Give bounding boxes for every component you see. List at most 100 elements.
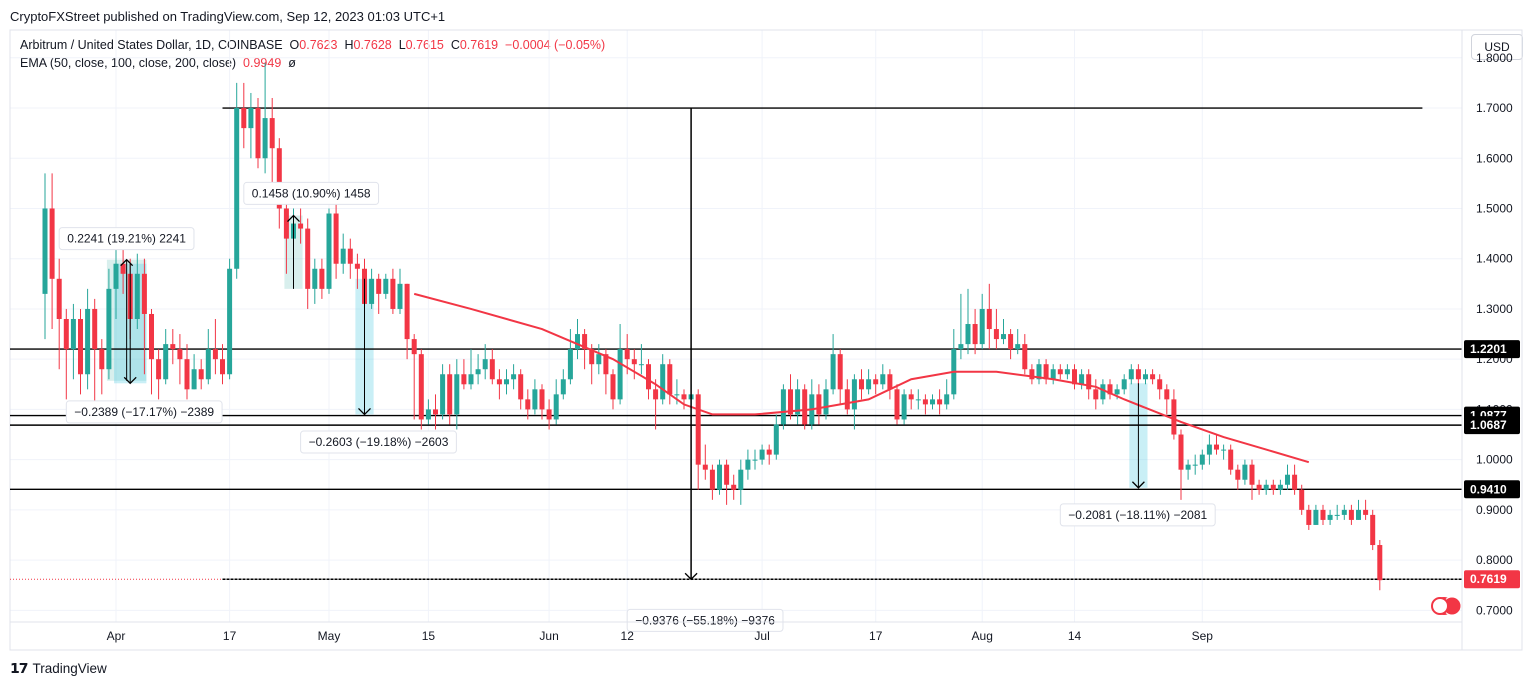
candle-body [425, 409, 431, 420]
candle-body [92, 308, 98, 350]
candle-body [1093, 389, 1099, 400]
level-label-box [1464, 570, 1520, 589]
candle-body [212, 349, 218, 360]
ohlc-high-label: H [344, 38, 354, 52]
candle-body [567, 349, 573, 380]
candle-body [582, 334, 588, 350]
candle-body [795, 389, 801, 415]
candle-body [553, 394, 559, 420]
candle-body [646, 364, 651, 390]
ohlc-open: 0.7623 [299, 38, 338, 52]
candle-body [1135, 369, 1141, 380]
candle-body [1370, 514, 1376, 546]
candle-body [1199, 454, 1205, 465]
candle-body [298, 223, 304, 229]
candle-body [447, 374, 453, 415]
candle-body [1249, 464, 1255, 485]
candle-body [1164, 389, 1170, 400]
candle-body [63, 318, 69, 350]
candle-body [667, 364, 673, 395]
candle-body [475, 369, 481, 375]
candle-body [915, 399, 921, 401]
tradingview-brand[interactable]: 𝟭𝟳 TradingView [10, 660, 107, 677]
candle-body [1256, 484, 1262, 490]
candle-body [418, 354, 424, 420]
candle-body [532, 389, 538, 410]
candle-body [511, 374, 517, 380]
candle-body [1242, 464, 1248, 480]
level-label-box [1464, 340, 1520, 359]
ema-label: EMA (50, close, 100, close, 200, close) [20, 56, 237, 70]
candle-body [283, 208, 289, 239]
candle-body [390, 278, 396, 309]
ohlc-open-label: O [289, 38, 300, 52]
candle-body [1299, 489, 1305, 510]
candle-body [305, 228, 311, 289]
candle-body [958, 344, 964, 350]
candle-body [894, 389, 900, 420]
price-axis[interactable]: 0.70000.80000.90001.00001.10001.20001.30… [1431, 30, 1520, 650]
candle-body [717, 464, 722, 490]
measure-arrow-head [120, 258, 134, 267]
x-tick-label: 15 [422, 629, 436, 643]
published-line: CryptoFXStreet published on TradingView.… [10, 9, 446, 24]
measure-label-text: −0.2603 (−19.18%) −2603 [309, 435, 449, 449]
level-label-box [1464, 416, 1520, 435]
candle-body [1363, 509, 1369, 515]
flag-circle [1431, 597, 1449, 615]
y-tick-label: 0.7000 [1476, 603, 1513, 617]
candle-body [802, 389, 808, 425]
candle-body [354, 263, 360, 269]
candle-body [930, 399, 935, 405]
x-tick-label: Aug [972, 629, 993, 643]
candle-body [880, 374, 886, 385]
candle-body [837, 354, 843, 390]
candle-body [922, 399, 928, 405]
measure-label-box [626, 608, 784, 632]
candle-body [269, 118, 275, 149]
candle-body [99, 349, 105, 370]
candle-body [1015, 344, 1021, 350]
candle-body [262, 118, 268, 159]
measure-label-box [65, 400, 223, 424]
time-axis[interactable]: Apr 17 May 15 Jun 12 Jul 17 Aug 14 Sep [10, 621, 1462, 643]
candle-body [1043, 364, 1049, 380]
level-label-text: 0.7619 [1470, 572, 1507, 586]
ema-value: 0.9949 [243, 56, 282, 70]
candle-body [1320, 509, 1326, 520]
candle-body [1121, 379, 1127, 390]
candle-body [1079, 374, 1085, 385]
candle-body [163, 344, 169, 380]
candle-body [1192, 464, 1198, 466]
x-tick-label: 12 [621, 629, 635, 643]
ema-series [413, 292, 1310, 464]
ohlc-close: 0.7619 [459, 38, 499, 52]
candle-body [681, 394, 687, 400]
candle-body [156, 359, 162, 380]
ema-na-value: ø [288, 56, 296, 70]
candle-body [575, 334, 580, 350]
candle-body [433, 409, 438, 415]
x-tick-label: Apr [107, 629, 126, 643]
candle-body [78, 318, 83, 375]
candle-body [1050, 369, 1056, 380]
candle-body [1178, 434, 1184, 470]
candle-body [70, 318, 76, 350]
candle-body [333, 213, 339, 264]
ohlc-low-label: L [398, 38, 406, 52]
candle-body [752, 459, 758, 461]
candle-body [106, 288, 112, 370]
candle-body [780, 389, 786, 425]
candle-body [638, 364, 644, 366]
candle-body [1001, 334, 1006, 340]
candle-body [411, 339, 417, 355]
candle-body [972, 324, 978, 345]
candle-body [603, 354, 609, 375]
candle-body [653, 389, 659, 400]
candle-body [986, 308, 992, 330]
symbol-legend: Arbitrum / United States Dollar, 1D, COI… [20, 38, 605, 52]
y-tick-label: 1.4000 [1476, 252, 1513, 266]
measure-label-text: −0.9376 (−55.18%) −9376 [635, 613, 775, 627]
candle-body [1313, 509, 1319, 525]
